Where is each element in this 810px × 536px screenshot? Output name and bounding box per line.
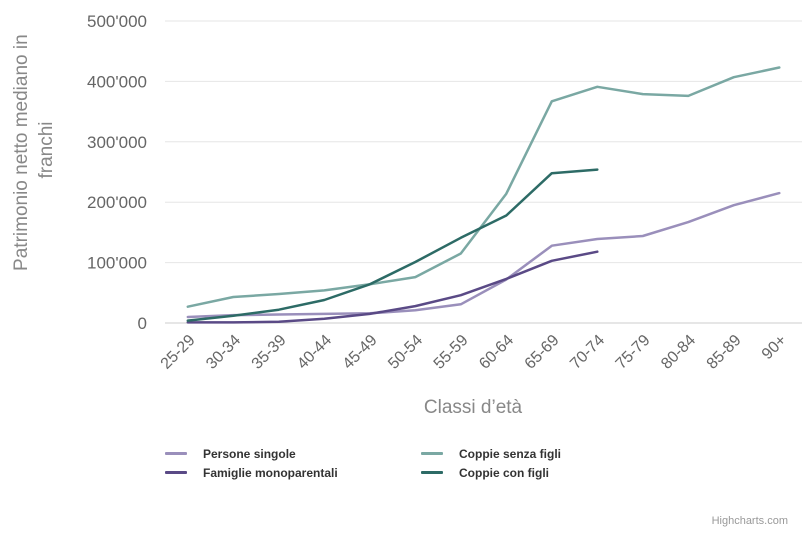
x-tick-label: 80-84 xyxy=(658,332,699,373)
legend: Persone singole Coppie senza figli Famig… xyxy=(165,445,625,481)
x-tick-label: 70-74 xyxy=(567,332,608,373)
legend-swatch-icon xyxy=(421,452,443,455)
series-line-persone-singole[interactable] xyxy=(186,191,781,319)
y-tick-label: 100'000 xyxy=(87,254,147,273)
y-axis-title-line-1: Patrimonio netto mediano in xyxy=(11,34,32,271)
x-tick-label: 35-39 xyxy=(249,332,290,373)
x-tick-label: 50-54 xyxy=(385,332,426,373)
legend-item-coppie-con-figli[interactable]: Coppie con figli xyxy=(421,464,621,481)
series-line-coppie-senza-figli[interactable] xyxy=(186,66,781,308)
x-tick-label: 90+ xyxy=(759,332,790,363)
legend-label: Coppie senza figli xyxy=(459,446,562,461)
legend-label: Persone singole xyxy=(203,446,296,461)
legend-label: Famiglie monoparentali xyxy=(203,465,338,480)
x-axis-ticks: 25-29 30-34 35-39 40-44 45-49 50-54 55-59 60-64… xyxy=(158,332,790,373)
legend-item-famiglie-monoparentali[interactable]: Famiglie monoparentali xyxy=(165,464,421,481)
y-axis-title-line-2: franchi xyxy=(36,121,57,178)
x-axis-title: Classi d’età xyxy=(424,397,523,418)
x-tick-label: 55-59 xyxy=(431,332,472,373)
x-tick-label: 40-44 xyxy=(294,332,335,373)
credits-link[interactable]: Highcharts.com xyxy=(711,515,788,527)
y-tick-label: 400'000 xyxy=(87,72,147,91)
legend-swatch-icon xyxy=(165,452,187,455)
legend-label: Coppie con figli xyxy=(459,465,549,480)
y-tick-label: 300'000 xyxy=(87,133,147,152)
legend-swatch-icon xyxy=(165,471,187,474)
series-line-famiglie-monoparentali[interactable] xyxy=(186,250,599,324)
legend-item-coppie-senza-figli[interactable]: Coppie senza figli xyxy=(421,445,621,462)
line-chart: 0 100'000 200'000 300'000 400'000 500'000 25-… xyxy=(11,12,802,418)
x-tick-label: 75-79 xyxy=(613,332,654,373)
series-group xyxy=(186,66,781,324)
legend-item-persone-singole[interactable]: Persone singole xyxy=(165,445,421,462)
x-tick-label: 25-29 xyxy=(158,332,199,373)
x-tick-label: 60-64 xyxy=(476,332,517,373)
y-axis-ticks: 0 100'000 200'000 300'000 400'000 500'000 xyxy=(87,12,147,333)
y-tick-label: 200'000 xyxy=(87,193,147,212)
x-tick-label: 85-89 xyxy=(704,332,745,373)
series-line-coppie-con-figli[interactable] xyxy=(186,168,599,322)
y-tick-label: 0 xyxy=(138,314,147,333)
x-tick-label: 45-49 xyxy=(340,332,381,373)
y-axis-title: Patrimonio netto mediano in franchi xyxy=(11,29,57,271)
x-tick-label: 30-34 xyxy=(203,332,244,373)
x-tick-label: 65-69 xyxy=(522,332,563,373)
grid-lines xyxy=(165,20,802,324)
legend-swatch-icon xyxy=(421,471,443,474)
y-tick-label: 500'000 xyxy=(87,12,147,31)
